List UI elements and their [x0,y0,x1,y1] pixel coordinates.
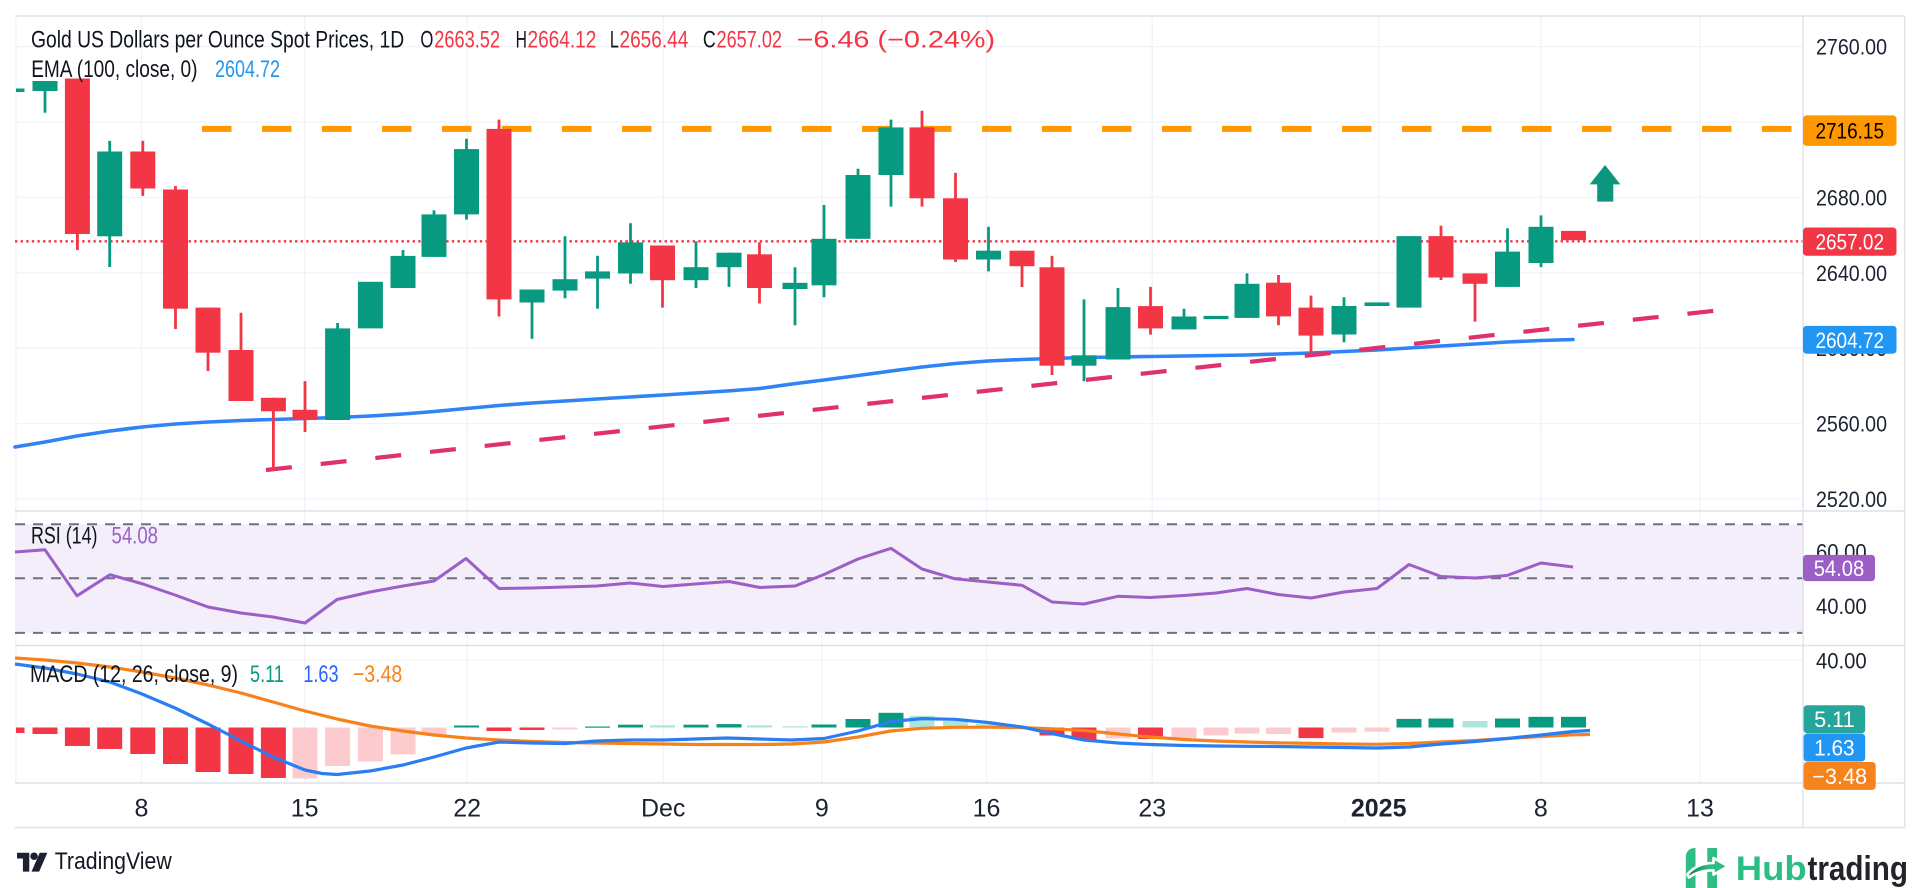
svg-text:2025: 2025 [1351,795,1407,823]
svg-text:13: 13 [1686,795,1714,823]
svg-text:2716.15: 2716.15 [1815,119,1884,144]
svg-text:Dec: Dec [641,795,685,823]
svg-text:2760.00: 2760.00 [1816,35,1887,60]
svg-text:2680.00: 2680.00 [1816,185,1887,210]
svg-text:1.63: 1.63 [303,661,338,688]
svg-text:−3.48: −3.48 [353,661,402,688]
svg-text:RSI (14): RSI (14) [31,523,98,550]
svg-text:8: 8 [135,795,149,823]
svg-text:Hub: Hub [1736,850,1807,888]
svg-text:EMA (100, close, 0): EMA (100, close, 0) [31,56,197,83]
svg-text:2663.52: 2663.52 [434,27,500,54]
svg-text:TradingView: TradingView [55,848,173,875]
svg-text:54.08: 54.08 [1814,556,1865,581]
svg-text:2520.00: 2520.00 [1816,487,1887,512]
svg-text:16: 16 [973,795,1001,823]
svg-text:2604.72: 2604.72 [1815,328,1884,353]
svg-text:9: 9 [815,795,829,823]
svg-text:40.00: 40.00 [1816,594,1867,619]
svg-text:2657.02: 2657.02 [717,27,783,54]
svg-text:54.08: 54.08 [112,523,159,550]
svg-text:trading: trading [1808,850,1909,888]
svg-text:8: 8 [1534,795,1548,823]
svg-text:−6.46 (−0.24%): −6.46 (−0.24%) [797,27,996,54]
svg-text:40.00: 40.00 [1816,649,1867,674]
svg-text:2640.00: 2640.00 [1816,261,1887,286]
svg-text:2604.72: 2604.72 [215,56,280,83]
svg-text:2560.00: 2560.00 [1816,412,1887,437]
svg-text:15: 15 [291,795,319,823]
svg-text:C: C [703,27,716,54]
svg-text:1.63: 1.63 [1814,736,1855,761]
svg-text:MACD (12, 26, close, 9): MACD (12, 26, close, 9) [30,661,238,688]
svg-text:5.11: 5.11 [1814,707,1855,732]
svg-text:2664.12: 2664.12 [528,27,597,54]
svg-text:Gold US Dollars per Ounce Spot: Gold US Dollars per Ounce Spot Prices, 1… [31,27,404,54]
svg-text:O: O [420,27,433,54]
svg-text:5.11: 5.11 [250,661,284,688]
svg-text:23: 23 [1138,795,1166,823]
svg-text:2657.02: 2657.02 [1815,230,1884,255]
svg-text:2656.44: 2656.44 [620,27,689,54]
svg-text:H: H [516,27,527,54]
svg-text:−3.48: −3.48 [1812,764,1867,789]
svg-text:22: 22 [453,795,481,823]
svg-text:L: L [610,27,619,54]
